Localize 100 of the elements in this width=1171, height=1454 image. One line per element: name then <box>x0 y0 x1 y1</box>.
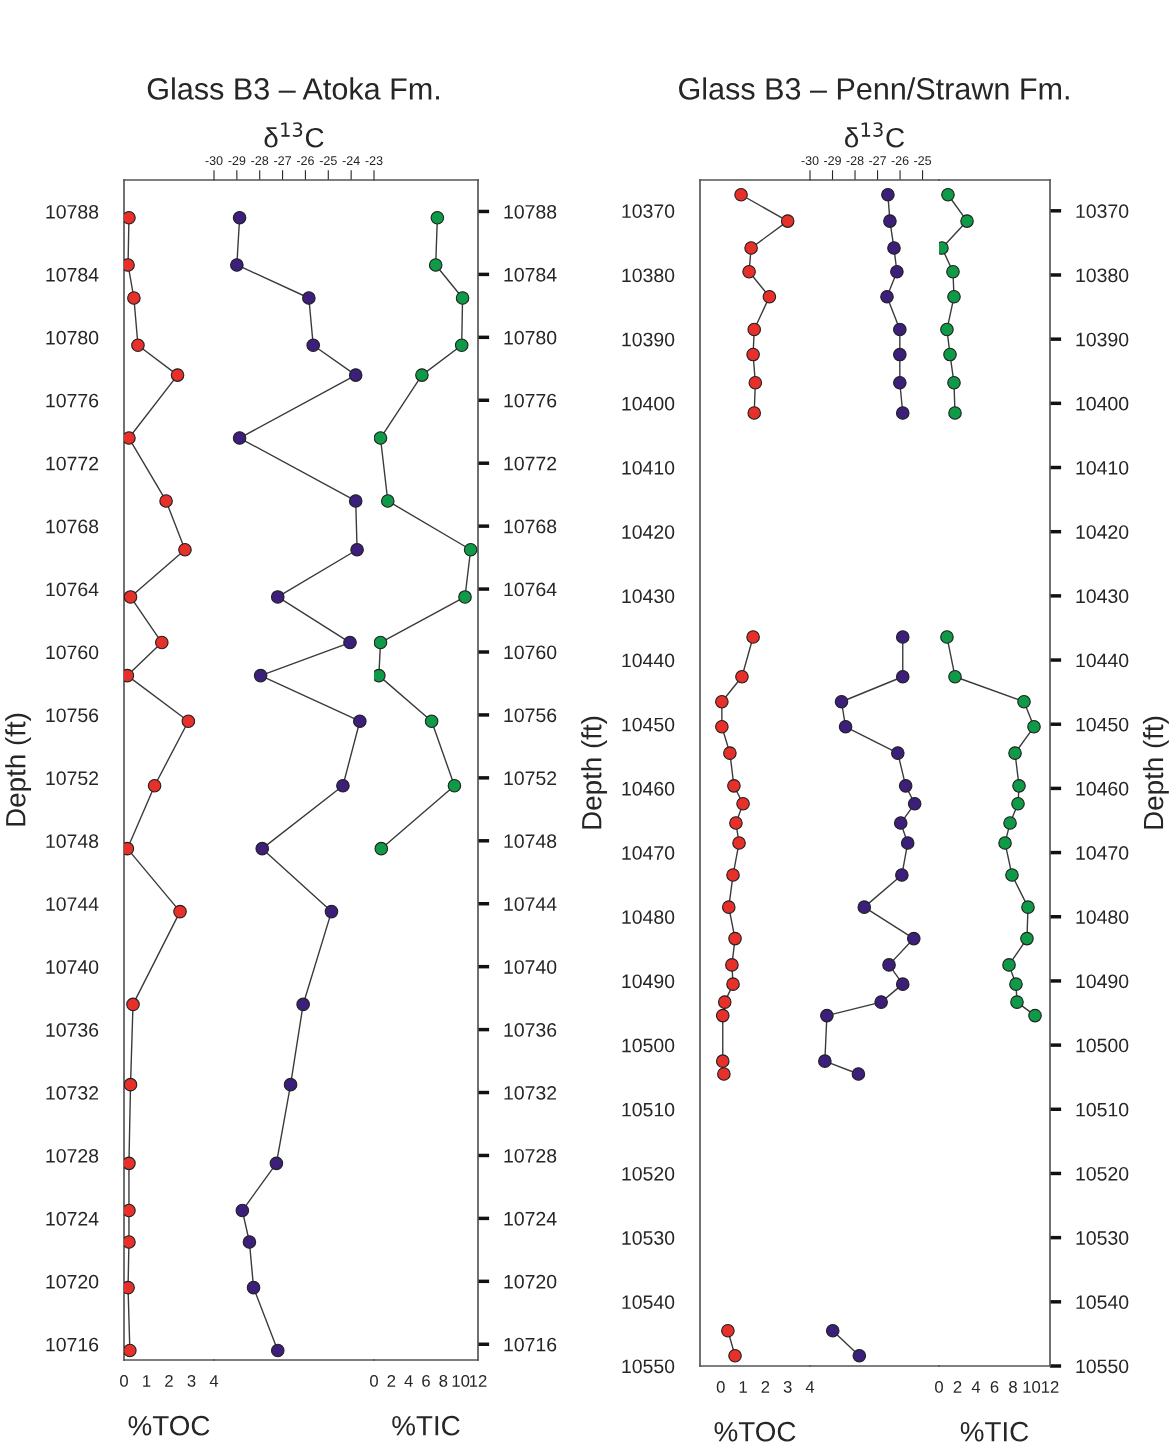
point <box>746 347 760 362</box>
point <box>726 977 740 991</box>
x-tick-label: 1 <box>143 1375 151 1387</box>
y-tick-label: 10780 <box>46 330 99 345</box>
y-tick-label: 10744 <box>46 897 99 911</box>
point <box>463 542 478 557</box>
point <box>159 494 173 508</box>
x-tick-label: 12 <box>470 1375 487 1387</box>
point <box>178 542 192 557</box>
point <box>1002 958 1016 972</box>
y-tick-label: 10510 <box>622 1102 675 1117</box>
x-tick-label: -30 <box>205 156 223 166</box>
point <box>270 1343 285 1358</box>
point <box>734 187 748 202</box>
y-tick-label: 10772 <box>46 456 99 471</box>
x-tick-label: 8 <box>1009 1381 1017 1393</box>
x-tick-label: -23 <box>365 156 383 166</box>
y-tick-label: 10520 <box>622 1166 675 1181</box>
y-tick-label: 10752 <box>504 771 557 786</box>
point <box>170 368 185 382</box>
point <box>762 289 777 304</box>
y-tick-label: 10510 <box>1076 1102 1129 1117</box>
y-tick-label: 10370 <box>622 204 675 219</box>
point <box>715 694 729 709</box>
x-tick-label: 10 <box>1023 1381 1041 1393</box>
point <box>747 406 762 420</box>
point <box>728 1348 742 1363</box>
point <box>350 542 364 557</box>
point <box>881 187 895 202</box>
point <box>715 719 729 734</box>
y-tick-label: 10470 <box>1076 846 1129 860</box>
point <box>882 958 896 972</box>
point <box>906 931 921 946</box>
point <box>1003 816 1017 830</box>
point <box>374 635 388 650</box>
x-tick-label: 0 <box>935 1381 943 1393</box>
point <box>269 1156 284 1171</box>
point <box>124 1235 136 1249</box>
x-axis-title: %TIC <box>960 1421 1029 1442</box>
point <box>723 746 737 760</box>
y-tick-label: 10430 <box>622 589 675 604</box>
y-tick-label: 10430 <box>1076 589 1129 604</box>
point <box>943 347 957 362</box>
y-tick-label: 10540 <box>622 1295 675 1310</box>
y-tick-label: 10716 <box>46 1337 99 1352</box>
y-tick-label: 10440 <box>1076 653 1129 668</box>
x-tick-label: 2 <box>165 1375 173 1387</box>
y-tick-label: 10410 <box>1076 460 1129 475</box>
point <box>715 1054 730 1068</box>
point <box>1009 977 1023 991</box>
point <box>732 836 746 850</box>
point <box>780 214 795 228</box>
point <box>948 669 962 684</box>
y-tick-label: 10370 <box>1076 204 1129 219</box>
x-tick-label: 3 <box>783 1381 792 1393</box>
y-tick-label: 10720 <box>46 1274 99 1289</box>
y-tick-label: 10500 <box>1076 1038 1129 1053</box>
point <box>941 187 955 202</box>
point <box>729 816 743 830</box>
point <box>1021 900 1035 914</box>
y-tick-label: 10720 <box>504 1274 557 1289</box>
y-tick-label: 10500 <box>622 1038 675 1053</box>
x-axis-title: %TOC <box>714 1421 796 1442</box>
y-tick-label: 10724 <box>504 1211 557 1226</box>
y-tick-label: 10760 <box>504 645 557 660</box>
point <box>717 995 732 1009</box>
point <box>883 214 897 228</box>
point <box>232 210 247 225</box>
y-tick-label: 10724 <box>46 1211 99 1226</box>
y-tick-label: 10736 <box>46 1023 99 1037</box>
y-tick-label: 10530 <box>622 1231 675 1245</box>
y-tick-label: 10756 <box>504 708 557 723</box>
point <box>948 406 962 420</box>
point <box>232 431 247 445</box>
point <box>895 406 910 420</box>
point <box>124 590 138 604</box>
point <box>124 1343 137 1358</box>
x-tick-label: 2 <box>953 1381 962 1393</box>
point <box>717 1067 731 1081</box>
y-tick-label: 10480 <box>622 910 675 924</box>
point <box>893 375 907 390</box>
point <box>747 322 762 337</box>
point <box>124 431 136 445</box>
y-tick-label: 10490 <box>1076 974 1129 989</box>
x-tick-label: 4 <box>209 1375 219 1387</box>
y-tick-label: 10530 <box>1076 1231 1129 1245</box>
point <box>748 375 763 390</box>
point <box>374 431 388 445</box>
point <box>715 1008 730 1023</box>
point <box>851 1067 866 1081</box>
y-tick-label: 10760 <box>46 645 99 660</box>
point <box>746 630 760 644</box>
point <box>124 1203 136 1218</box>
y-tick-label: 10460 <box>1076 781 1129 796</box>
point <box>893 816 908 830</box>
y-tick-label: 10400 <box>622 396 675 411</box>
point <box>890 746 905 760</box>
x-tick-label: -29 <box>228 156 246 166</box>
x-tick-label: -28 <box>846 156 864 166</box>
y-tick-label: 10540 <box>1076 1295 1129 1310</box>
